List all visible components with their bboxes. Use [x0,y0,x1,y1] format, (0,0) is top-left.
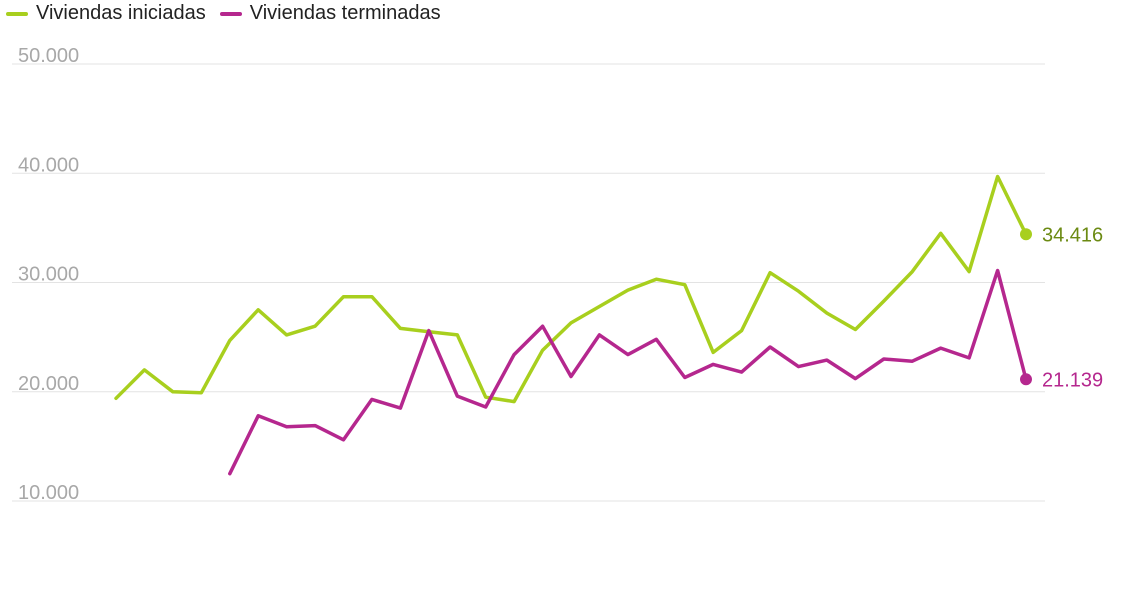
y-tick-label-40.000: 40.000 [18,154,79,176]
end-label-viviendas-iniciadas: 34.416 [1042,224,1103,246]
legend-swatch-viviendas-iniciadas [6,11,28,16]
legend-item-viviendas-iniciadas: Viviendas iniciadas [6,2,206,25]
chart-legend: Viviendas iniciadas Viviendas terminadas [6,2,441,25]
y-tick-label-10.000: 10.000 [18,482,79,504]
end-point-viviendas-iniciadas [1020,228,1032,241]
y-tick-label-50.000: 50.000 [18,45,79,67]
legend-label-viviendas-iniciadas: Viviendas iniciadas [36,2,206,24]
end-point-viviendas-terminadas [1020,373,1032,386]
end-label-viviendas-terminadas: 21.139 [1042,369,1103,391]
legend-swatch-viviendas-terminadas [219,11,242,16]
y-tick-label-30.000: 30.000 [18,264,79,286]
legend-item-viviendas-terminadas: Viviendas terminadas [219,2,441,25]
series-line-viviendas-iniciadas [114,174,1028,404]
y-tick-label-20.000: 20.000 [18,373,79,395]
series-line-viviendas-terminadas [228,268,1028,476]
legend-label-viviendas-terminadas: Viviendas terminadas [249,2,441,24]
